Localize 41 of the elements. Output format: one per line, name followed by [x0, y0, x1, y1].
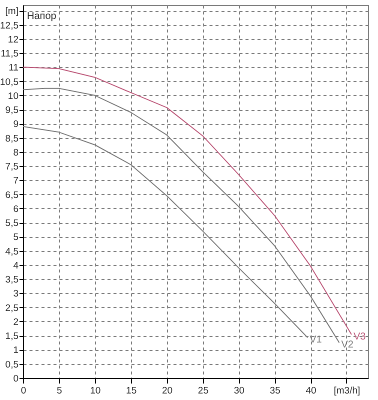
x-tick-label: 30	[234, 386, 244, 396]
y-tick-label: [m]	[5, 6, 18, 18]
y-tick-label: 4,5	[5, 246, 18, 258]
series-label: V3	[353, 331, 366, 342]
text: Напор	[27, 11, 57, 22]
x-tick-label: 0	[20, 386, 26, 396]
x-tick-label: 40	[306, 386, 316, 396]
y-tick-label: 12,5	[0, 20, 18, 32]
x-tick-label: 20	[162, 386, 173, 396]
y-tick-label: 1	[13, 345, 18, 356]
y-tick-label: 1,5	[5, 331, 18, 342]
y-tick-label: 9,5	[5, 105, 18, 116]
x-tick-label: 15	[126, 386, 137, 396]
y-tick-label: 0,5	[5, 359, 18, 370]
y-tick-label: 12	[8, 34, 18, 46]
y-tick-label: 8	[13, 147, 18, 158]
x-tick-label: 5	[56, 386, 62, 396]
y-tick-label: 5,5	[5, 218, 18, 230]
x-tick-label: 25	[198, 386, 208, 396]
y-tick-label: 3	[13, 288, 18, 300]
y-tick-label: 0	[13, 374, 18, 384]
y-tick-label: 8,5	[5, 133, 18, 144]
y-tick-label: 5	[13, 232, 18, 244]
y-tick-label: 11	[8, 62, 18, 74]
y-tick-label: 10,5	[0, 76, 18, 88]
y-tick-label: 7,5	[5, 162, 18, 173]
x-tick-label: [m3/h]	[334, 386, 360, 396]
y-tick-label: 9	[13, 119, 18, 130]
y-tick-label: 3,5	[5, 274, 18, 286]
series-label: V1	[310, 334, 322, 346]
y-tick-label: 10	[8, 90, 18, 102]
y-tick-label: 6	[13, 204, 18, 215]
y-tick-label: 4	[13, 260, 18, 272]
y-tick-label: 7	[13, 176, 18, 187]
series-label: V2	[341, 340, 354, 351]
y-tick-label: 11,5	[0, 48, 18, 60]
y-tick-label: 2	[13, 316, 18, 328]
y-tick-label: 6,5	[5, 190, 18, 201]
x-tick-label: 35	[270, 386, 280, 396]
y-tick-label: 2,5	[5, 302, 18, 314]
x-tick-label: 10	[90, 386, 101, 396]
